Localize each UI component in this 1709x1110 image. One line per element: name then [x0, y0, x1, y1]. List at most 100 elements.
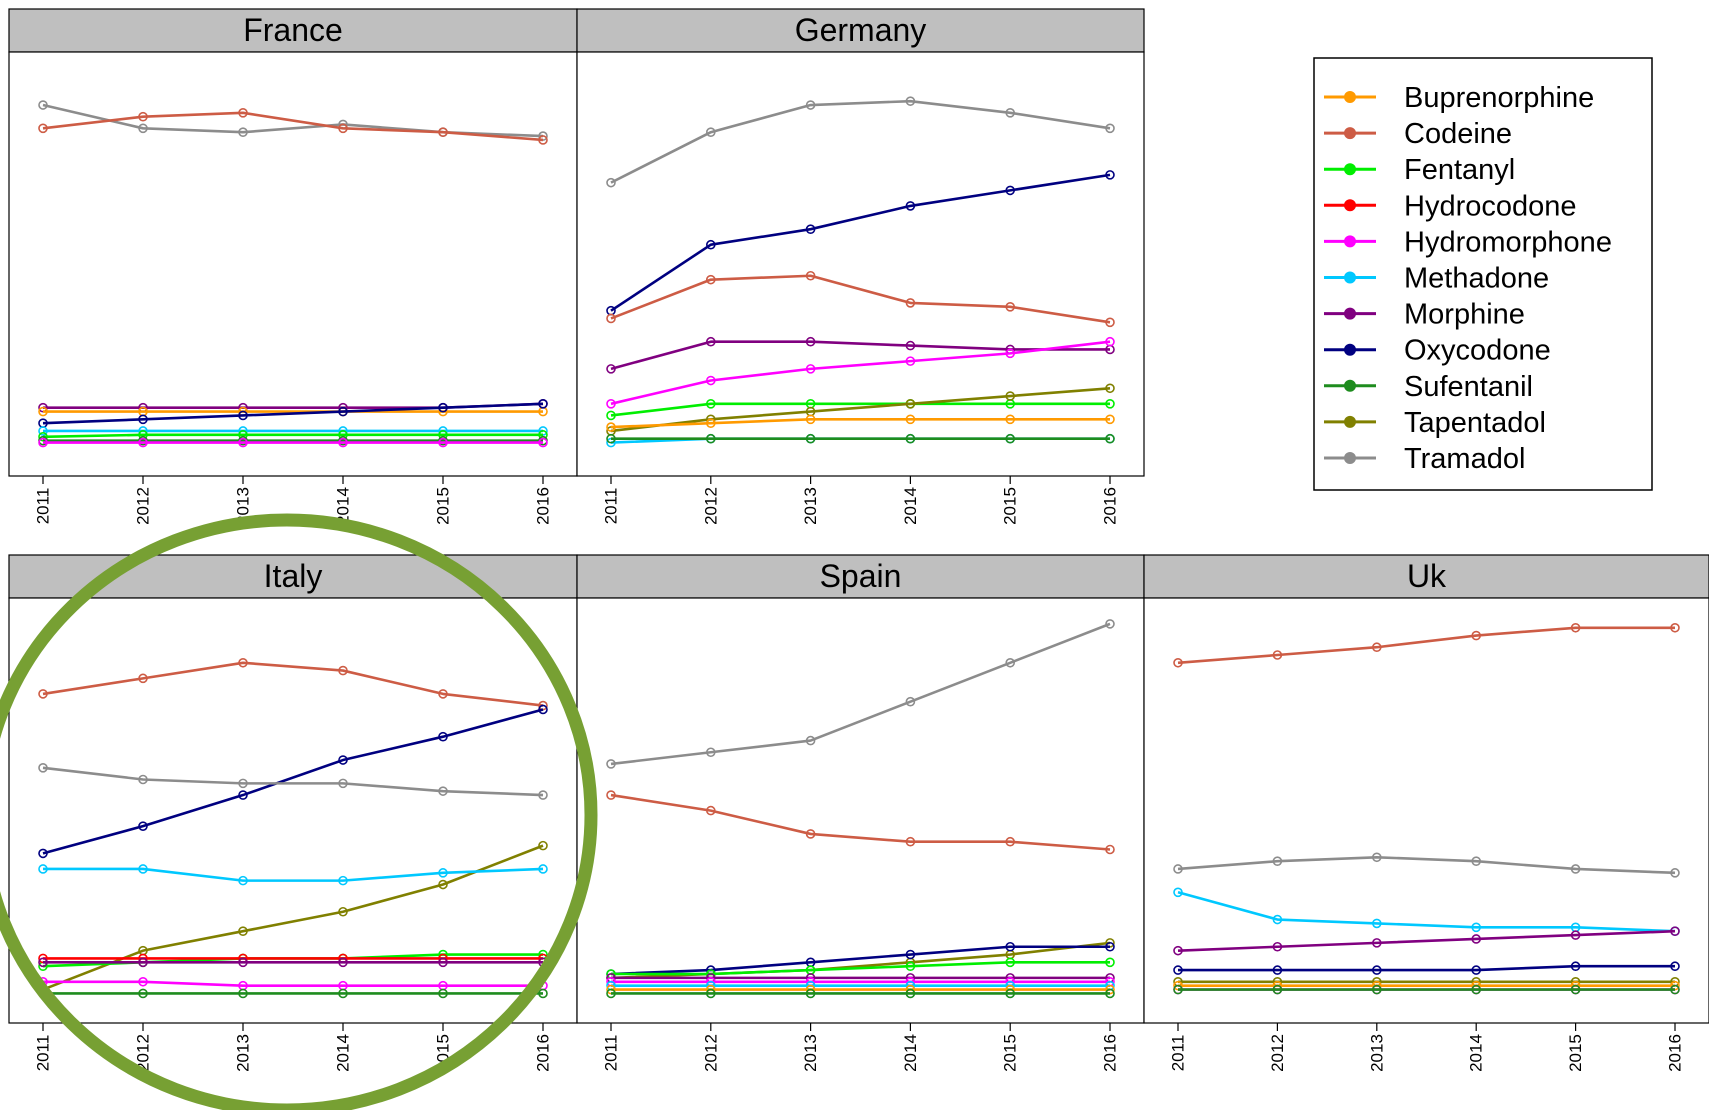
- panel-title-uk: Uk: [1407, 558, 1447, 594]
- point-france-buprenorphine-2011: [38, 406, 48, 417]
- point-germany-oxycodone-2013: [805, 224, 816, 234]
- point-spain-tramadol-2016: [1105, 619, 1115, 629]
- point-germany-tramadol-2012: [705, 127, 716, 137]
- line-spain-tramadol: [610, 622, 1111, 766]
- x-axis-france: 2011 2012 2013 2014 2015 2016: [34, 476, 553, 525]
- point-germany-buprenorphine-2015: [1005, 414, 1016, 425]
- point-uk-tramadol-2015: [1570, 864, 1581, 874]
- series-spain-sufentanil: [606, 988, 1115, 999]
- point-italy-tramadol-2016: [538, 790, 548, 800]
- line-spain-fentanyl: [611, 961, 1110, 976]
- point-spain-oxycodone-2015: [1005, 941, 1016, 952]
- series-uk-tapentadol: [1173, 976, 1680, 987]
- legend-label-morphine: Morphine: [1404, 299, 1525, 331]
- point-uk-tramadol-2012: [1272, 856, 1283, 866]
- x-tick-label-germany-2013: 2013: [801, 487, 820, 525]
- point-france-methadone-2011: [38, 426, 48, 436]
- point-france-tramadol-2013: [238, 127, 248, 137]
- point-spain-tramadol-2014: [905, 696, 916, 707]
- line-france-fentanyl: [42, 433, 543, 439]
- series-germany-codeine: [606, 270, 1115, 328]
- point-germany-fentanyl-2011: [606, 410, 616, 421]
- point-germany-sufentanil-2011: [606, 433, 616, 444]
- series-uk-codeine: [1173, 622, 1680, 668]
- panel-title-italy: Italy: [264, 558, 323, 594]
- point-uk-sufentanil-2012: [1272, 984, 1283, 995]
- point-italy-sufentanil-2014: [338, 988, 348, 999]
- point-france-tramadol-2016: [538, 131, 548, 141]
- x-tick-label-france-2012: 2012: [134, 487, 153, 525]
- point-italy-sufentanil-2015: [438, 988, 448, 999]
- legend-marker-tramadol: [1344, 452, 1356, 464]
- point-france-codeine-2015: [438, 127, 448, 137]
- panel-strip-uk: [1143, 554, 1709, 599]
- point-uk-sufentanil-2013: [1372, 984, 1382, 995]
- point-italy-methadone-2014: [338, 875, 348, 886]
- legend-item-fentanyl: Fentanyl: [1324, 154, 1515, 186]
- point-spain-codeine-2013: [805, 829, 816, 839]
- legend-box: [1313, 57, 1653, 491]
- legend-marker-methadone: [1344, 271, 1356, 284]
- panels-layer: France 2011 2012 2013 2014 2015 2016 Germany 201…: [8, 8, 1709, 1072]
- panel-germany: Germany 2011 2012 2013 2014 2015 2016: [576, 8, 1145, 525]
- point-spain-codeine-2015: [1005, 836, 1016, 847]
- point-italy-methadone-2012: [138, 864, 148, 874]
- series-italy-tramadol: [38, 763, 548, 800]
- legend-marker-tapentadol: [1344, 415, 1356, 428]
- line-spain-codeine: [610, 793, 1111, 851]
- x-tick-label-spain-2011: 2011: [602, 1035, 621, 1072]
- point-uk-codeine-2011: [1173, 657, 1183, 668]
- series-italy-morphine: [38, 957, 548, 968]
- legend-label-fentanyl: Fentanyl: [1404, 154, 1515, 186]
- point-uk-oxycodone-2015: [1570, 961, 1581, 972]
- point-germany-sufentanil-2012: [705, 433, 716, 444]
- panel-uk: Uk 2011 2012 2013 2014 2015 2016: [1143, 554, 1709, 1072]
- point-uk-tramadol-2013: [1372, 852, 1382, 863]
- point-germany-fentanyl-2012: [705, 398, 716, 409]
- point-germany-sufentanil-2014: [905, 433, 916, 444]
- legend-item-hydromorphone: Hydromorphone: [1324, 226, 1612, 258]
- point-germany-hydromorphone-2013: [805, 364, 816, 374]
- line-uk-methadone: [1177, 891, 1676, 933]
- point-italy-codeine-2013: [238, 657, 248, 668]
- line-italy-hydromorphone: [43, 980, 543, 987]
- line-uk-morphine: [1177, 929, 1676, 952]
- point-germany-tapentadol-2015: [1005, 391, 1016, 401]
- point-italy-tramadol-2012: [138, 774, 148, 785]
- point-germany-hydromorphone-2016: [1105, 336, 1115, 347]
- line-uk-tramadol: [1177, 855, 1676, 875]
- point-germany-buprenorphine-2013: [805, 414, 816, 425]
- point-uk-methadone-2012: [1272, 914, 1283, 925]
- point-france-oxycodone-2014: [338, 406, 348, 417]
- point-spain-codeine-2012: [705, 805, 716, 816]
- point-spain-tramadol-2012: [705, 747, 716, 758]
- line-germany-tapentadol: [610, 386, 1111, 433]
- point-spain-codeine-2011: [606, 790, 616, 800]
- x-axis-italy: 2011 2012 2013 2014 2015 2016: [34, 1023, 553, 1072]
- line-germany-oxycodone: [610, 173, 1111, 312]
- x-tick-label-france-2013: 2013: [234, 487, 253, 525]
- line-germany-codeine: [610, 274, 1111, 324]
- x-tick-label-uk-2011: 2011: [1169, 1035, 1188, 1072]
- panel-italy: Italy 2011 2012 2013 2014 2015 2016: [8, 554, 578, 1072]
- panel-frame-italy: [8, 597, 578, 1024]
- legend-marker-sufentanil: [1344, 379, 1356, 392]
- series-spain-tramadol: [606, 619, 1115, 769]
- point-italy-oxycodone-2013: [238, 790, 248, 800]
- point-spain-tramadol-2013: [805, 735, 816, 746]
- point-italy-morphine-2015: [438, 957, 448, 968]
- panel-france: France 2011 2012 2013 2014 2015 2016: [8, 8, 578, 525]
- series-germany-buprenorphine: [606, 414, 1115, 432]
- point-spain-tramadol-2011: [606, 759, 616, 769]
- panel-frame-spain: [576, 597, 1145, 1024]
- point-italy-sufentanil-2013: [238, 988, 248, 999]
- line-uk-oxycodone: [1178, 964, 1675, 972]
- x-tick-label-germany-2012: 2012: [701, 487, 720, 525]
- line-germany-fentanyl: [610, 402, 1110, 417]
- legend-item-oxycodone: Oxycodone: [1324, 335, 1551, 367]
- x-tick-label-france-2014: 2014: [334, 487, 353, 525]
- point-spain-sufentanil-2011: [606, 988, 616, 999]
- point-italy-tramadol-2014: [338, 778, 348, 789]
- point-italy-tapentadol-2014: [338, 906, 348, 917]
- point-germany-oxycodone-2015: [1005, 185, 1016, 196]
